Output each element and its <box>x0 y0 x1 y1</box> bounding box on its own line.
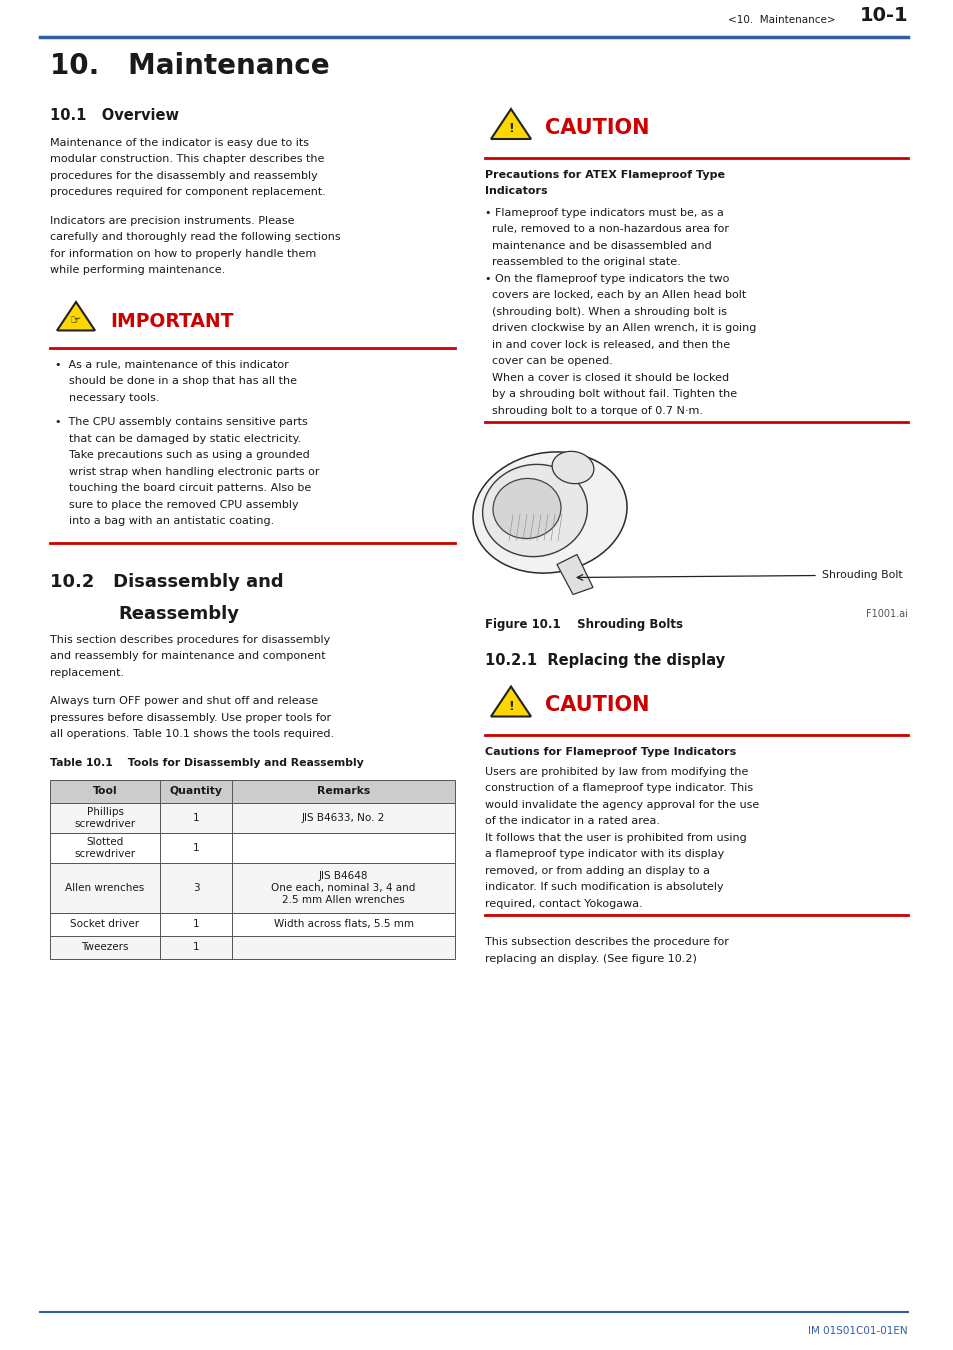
Text: reassembled to the original state.: reassembled to the original state. <box>484 258 680 267</box>
Text: Users are prohibited by law from modifying the: Users are prohibited by law from modifyi… <box>484 767 747 778</box>
Text: construction of a flameproof type indicator. This: construction of a flameproof type indica… <box>484 783 752 794</box>
Text: Tool: Tool <box>92 787 117 796</box>
Text: It follows that the user is prohibited from using: It follows that the user is prohibited f… <box>484 833 746 842</box>
Text: Slotted
screwdriver: Slotted screwdriver <box>74 837 135 859</box>
Text: F1001.ai: F1001.ai <box>865 609 907 620</box>
FancyBboxPatch shape <box>50 936 455 958</box>
Text: by a shrouding bolt without fail. Tighten the: by a shrouding bolt without fail. Tighte… <box>484 390 737 400</box>
Text: •  The CPU assembly contains sensitive parts: • The CPU assembly contains sensitive pa… <box>55 417 308 428</box>
Text: • Flameproof type indicators must be, as a: • Flameproof type indicators must be, as… <box>484 208 723 217</box>
Text: required, contact Yokogawa.: required, contact Yokogawa. <box>484 899 642 909</box>
Text: while performing maintenance.: while performing maintenance. <box>50 266 225 275</box>
Text: procedures for the disassembly and reassembly: procedures for the disassembly and reass… <box>50 171 317 181</box>
Text: procedures required for component replacement.: procedures required for component replac… <box>50 188 326 197</box>
Text: of the indicator in a rated area.: of the indicator in a rated area. <box>484 817 659 826</box>
Text: for information on how to properly handle them: for information on how to properly handl… <box>50 248 315 259</box>
Ellipse shape <box>493 478 560 539</box>
Text: Always turn OFF power and shut off and release: Always turn OFF power and shut off and r… <box>50 697 317 706</box>
Text: 10.2.1  Replacing the display: 10.2.1 Replacing the display <box>484 653 724 668</box>
Text: a flameproof type indicator with its display: a flameproof type indicator with its dis… <box>484 849 723 860</box>
Text: 10.2   Disassembly and: 10.2 Disassembly and <box>50 572 283 591</box>
Text: necessary tools.: necessary tools. <box>55 393 159 404</box>
Text: 10-1: 10-1 <box>859 5 907 26</box>
FancyBboxPatch shape <box>50 833 455 863</box>
Text: pressures before disassembly. Use proper tools for: pressures before disassembly. Use proper… <box>50 713 331 724</box>
Text: 10.1   Overview: 10.1 Overview <box>50 108 179 123</box>
Text: Indicators: Indicators <box>484 186 547 197</box>
Text: • On the flameproof type indicators the two: • On the flameproof type indicators the … <box>484 274 729 284</box>
Text: Socket driver: Socket driver <box>71 919 139 930</box>
Text: When a cover is closed it should be locked: When a cover is closed it should be lock… <box>484 373 728 383</box>
Polygon shape <box>557 555 593 594</box>
Text: maintenance and be disassembled and: maintenance and be disassembled and <box>484 242 711 251</box>
Text: covers are locked, each by an Allen head bolt: covers are locked, each by an Allen head… <box>484 290 745 301</box>
Text: and reassembly for maintenance and component: and reassembly for maintenance and compo… <box>50 652 325 662</box>
Text: IMPORTANT: IMPORTANT <box>110 312 233 331</box>
Text: Table 10.1    Tools for Disassembly and Reassembly: Table 10.1 Tools for Disassembly and Rea… <box>50 757 363 768</box>
Text: Remarks: Remarks <box>316 787 370 796</box>
Text: rule, removed to a non-hazardous area for: rule, removed to a non-hazardous area fo… <box>484 224 728 235</box>
Text: carefully and thoroughly read the following sections: carefully and thoroughly read the follow… <box>50 232 340 243</box>
Text: touching the board circuit patterns. Also be: touching the board circuit patterns. Als… <box>55 483 311 494</box>
Text: Precautions for ATEX Flameproof Type: Precautions for ATEX Flameproof Type <box>484 170 724 180</box>
Text: 1: 1 <box>193 942 199 953</box>
Text: (shrouding bolt). When a shrouding bolt is: (shrouding bolt). When a shrouding bolt … <box>484 306 726 317</box>
Text: IM 01S01C01-01EN: IM 01S01C01-01EN <box>807 1326 907 1336</box>
FancyBboxPatch shape <box>50 803 455 833</box>
FancyBboxPatch shape <box>50 913 455 936</box>
Text: replacing an display. (See figure 10.2): replacing an display. (See figure 10.2) <box>484 954 696 964</box>
Text: 1: 1 <box>193 842 199 853</box>
Text: This section describes procedures for disassembly: This section describes procedures for di… <box>50 634 330 645</box>
Text: 3: 3 <box>193 883 199 892</box>
Text: Take precautions such as using a grounded: Take precautions such as using a grounde… <box>55 451 310 460</box>
Text: !: ! <box>508 701 514 713</box>
Text: into a bag with an antistatic coating.: into a bag with an antistatic coating. <box>55 517 274 526</box>
Text: shrouding bolt to a torque of 0.7 N·m.: shrouding bolt to a torque of 0.7 N·m. <box>484 406 702 416</box>
Text: Reassembly: Reassembly <box>118 605 239 622</box>
Text: wrist strap when handling electronic parts or: wrist strap when handling electronic par… <box>55 467 319 477</box>
Polygon shape <box>491 109 531 139</box>
Text: Quantity: Quantity <box>170 787 222 796</box>
Text: should be done in a shop that has all the: should be done in a shop that has all th… <box>55 377 296 386</box>
Text: JIS B4648
One each, nominal 3, 4 and
2.5 mm Allen wrenches: JIS B4648 One each, nominal 3, 4 and 2.5… <box>271 871 416 904</box>
Text: Allen wrenches: Allen wrenches <box>66 883 145 892</box>
Text: !: ! <box>508 123 514 135</box>
Text: sure to place the removed CPU assembly: sure to place the removed CPU assembly <box>55 500 298 510</box>
Text: <10.  Maintenance>: <10. Maintenance> <box>727 15 835 26</box>
Text: Indicators are precision instruments. Please: Indicators are precision instruments. Pl… <box>50 216 294 225</box>
Polygon shape <box>491 687 531 717</box>
Text: in and cover lock is released, and then the: in and cover lock is released, and then … <box>484 340 729 350</box>
Text: Tweezers: Tweezers <box>81 942 129 953</box>
Text: Maintenance of the indicator is easy due to its: Maintenance of the indicator is easy due… <box>50 138 309 148</box>
Text: CAUTION: CAUTION <box>544 117 649 138</box>
Text: CAUTION: CAUTION <box>544 695 649 716</box>
Text: removed, or from adding an display to a: removed, or from adding an display to a <box>484 865 709 876</box>
Text: indicator. If such modification is absolutely: indicator. If such modification is absol… <box>484 883 723 892</box>
Text: that can be damaged by static electricity.: that can be damaged by static electricit… <box>55 433 301 444</box>
Text: JIS B4633, No. 2: JIS B4633, No. 2 <box>301 813 385 823</box>
Text: Width across flats, 5.5 mm: Width across flats, 5.5 mm <box>274 919 413 930</box>
Polygon shape <box>57 302 95 331</box>
Text: would invalidate the agency approval for the use: would invalidate the agency approval for… <box>484 801 759 810</box>
Text: ☞: ☞ <box>71 315 82 328</box>
Ellipse shape <box>552 451 594 483</box>
Ellipse shape <box>482 464 587 556</box>
Text: Shrouding Bolt: Shrouding Bolt <box>821 571 902 580</box>
Text: all operations. Table 10.1 shows the tools required.: all operations. Table 10.1 shows the too… <box>50 729 334 740</box>
Text: •  As a rule, maintenance of this indicator: • As a rule, maintenance of this indicat… <box>55 360 289 370</box>
Text: modular construction. This chapter describes the: modular construction. This chapter descr… <box>50 154 324 165</box>
Text: Phillips
screwdriver: Phillips screwdriver <box>74 807 135 829</box>
Text: cover can be opened.: cover can be opened. <box>484 356 612 366</box>
FancyBboxPatch shape <box>50 863 455 913</box>
Text: 1: 1 <box>193 919 199 930</box>
Text: Figure 10.1    Shrouding Bolts: Figure 10.1 Shrouding Bolts <box>484 618 682 632</box>
Text: replacement.: replacement. <box>50 668 124 678</box>
Ellipse shape <box>473 452 626 574</box>
Text: Cautions for Flameproof Type Indicators: Cautions for Flameproof Type Indicators <box>484 748 736 757</box>
Text: 1: 1 <box>193 813 199 823</box>
FancyBboxPatch shape <box>50 780 455 803</box>
Text: This subsection describes the procedure for: This subsection describes the procedure … <box>484 937 728 948</box>
Text: 10.   Maintenance: 10. Maintenance <box>50 53 330 80</box>
Text: driven clockwise by an Allen wrench, it is going: driven clockwise by an Allen wrench, it … <box>484 324 756 333</box>
